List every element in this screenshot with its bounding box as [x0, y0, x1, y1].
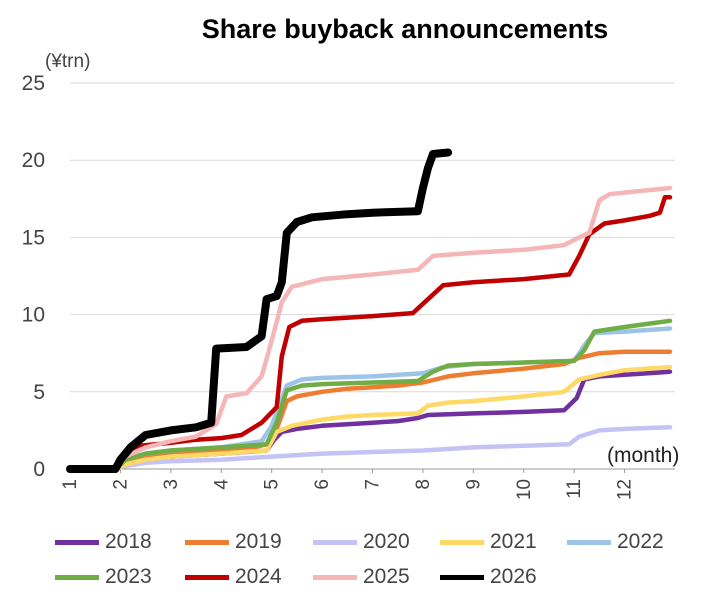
y-axis-label: (¥trn)	[45, 51, 90, 72]
x-axis: 1 2 3 4 5 6 7 8 9 10 11 12	[60, 469, 636, 500]
series-line-2024	[67, 195, 673, 472]
legend-swatch	[567, 539, 611, 545]
legend-label: 2022	[617, 530, 664, 553]
legend-item-2022: 2022	[567, 530, 664, 554]
series-line-2023	[67, 318, 673, 472]
legend-item-2018: 2018	[55, 530, 152, 554]
x-tick-label: 8	[413, 479, 434, 490]
y-tick-label: 0	[33, 458, 45, 481]
series-line-2025	[67, 185, 673, 472]
legend-label: 2020	[363, 530, 410, 553]
x-tick-label: 10	[514, 479, 535, 500]
legend-label: 2026	[490, 565, 537, 588]
x-tick-label: 6	[312, 479, 333, 490]
y-tick-label: 10	[22, 304, 45, 327]
legend-label: 2024	[235, 565, 282, 588]
x-tick-label: 12	[615, 479, 636, 500]
y-tick-label: 20	[22, 149, 45, 172]
legend-swatch	[185, 539, 229, 545]
x-tick-label: 4	[211, 479, 232, 490]
x-tick-label: 5	[262, 479, 283, 490]
y-tick-label: 5	[33, 381, 45, 404]
series-line-2022	[67, 326, 673, 472]
legend-item-2026: 2026	[440, 565, 537, 589]
y-tick-label: 15	[22, 226, 45, 249]
series-line-2026	[66, 148, 453, 473]
legend-item-2025: 2025	[313, 565, 410, 589]
x-tick-label: 11	[564, 479, 585, 499]
legend-swatch	[313, 574, 357, 580]
legend-item-2020: 2020	[313, 530, 410, 554]
legend-label: 2018	[105, 530, 152, 553]
x-tick-label: 9	[463, 479, 484, 490]
legend-label: 2025	[363, 565, 410, 588]
chart-title: Share buyback announcements	[201, 14, 609, 44]
legend-label: 2021	[490, 530, 537, 553]
y-tick-label: 25	[22, 72, 45, 95]
series-line-2020	[67, 425, 673, 472]
legend-swatch	[313, 539, 357, 545]
x-axis-label: (month)	[607, 444, 679, 467]
x-tick-label: 1	[60, 479, 81, 490]
legend-item-2024: 2024	[185, 565, 282, 589]
x-tick-label: 2	[110, 479, 131, 490]
series-line-2021	[67, 364, 673, 472]
series-lines	[66, 148, 673, 473]
legend-swatch	[55, 539, 99, 545]
legend-swatch	[55, 574, 99, 580]
x-tick-label: 3	[161, 479, 182, 490]
series-line-2019	[67, 349, 673, 472]
legend-item-2023: 2023	[55, 565, 152, 589]
legend-item-2019: 2019	[185, 530, 282, 554]
legend-swatch	[185, 574, 229, 580]
legend-swatch	[440, 539, 484, 545]
legend-label: 2019	[235, 530, 282, 553]
legend-label: 2023	[105, 565, 152, 588]
x-tick-label: 7	[363, 479, 384, 490]
legend-item-2021: 2021	[440, 530, 537, 554]
y-axis: 0 5 10 15 20 25	[22, 72, 45, 481]
legend-swatch	[440, 574, 484, 580]
